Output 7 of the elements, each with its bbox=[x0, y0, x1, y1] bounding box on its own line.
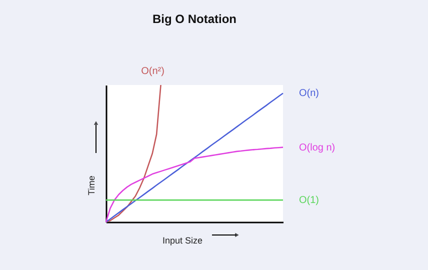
y-axis-title: Time bbox=[86, 176, 96, 196]
series-label: O(1) bbox=[299, 195, 319, 206]
series-label: O(n) bbox=[299, 88, 319, 100]
x-axis-title: Input Size bbox=[162, 236, 203, 246]
series-label: O(log n) bbox=[299, 142, 336, 154]
chart-title: Big O Notation bbox=[152, 12, 236, 26]
series-label: O(n²) bbox=[141, 66, 164, 77]
